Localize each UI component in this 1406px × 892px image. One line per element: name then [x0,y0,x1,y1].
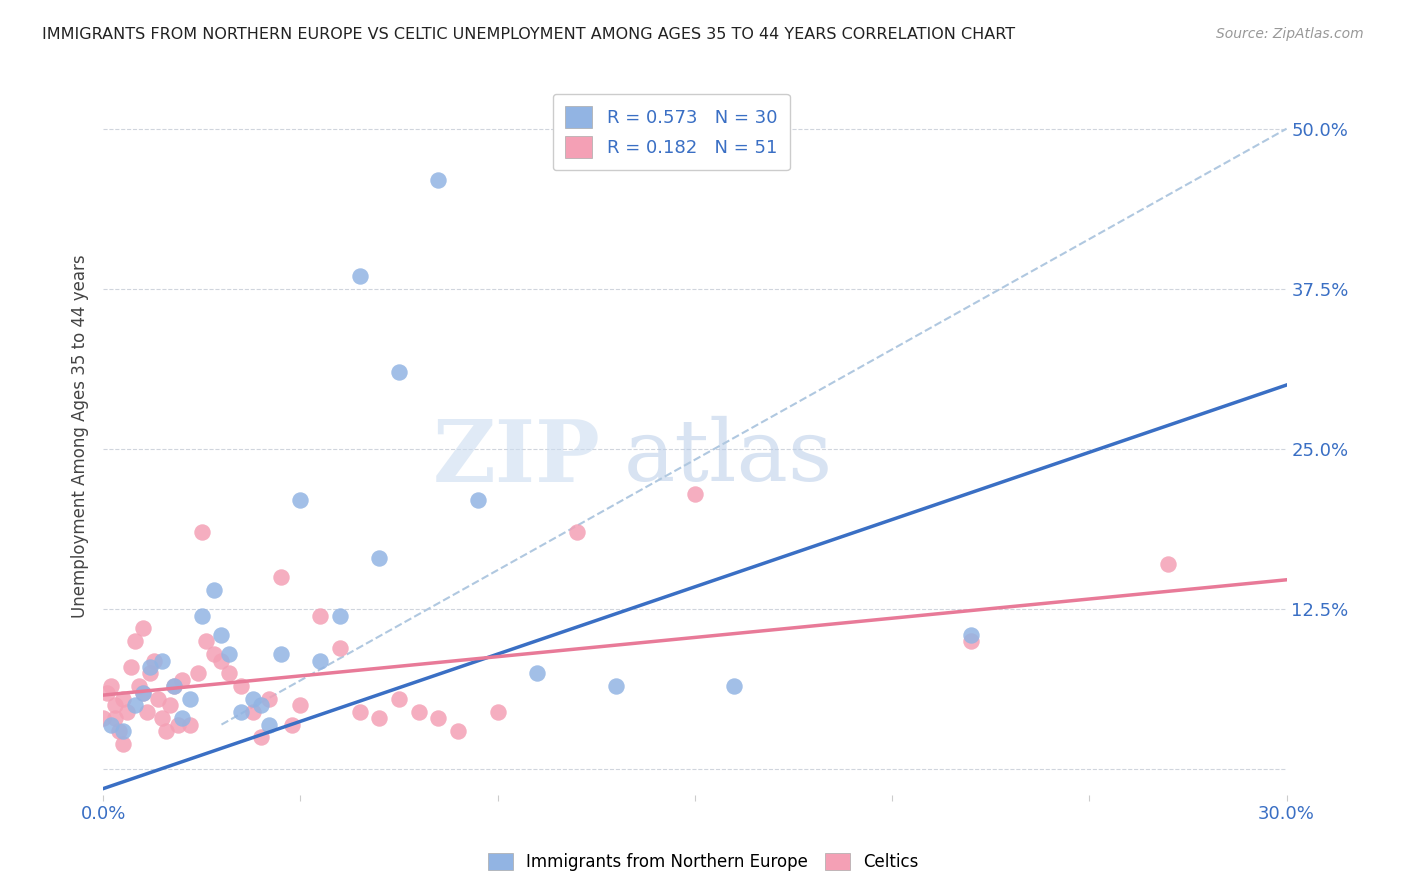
Point [211,653,233,667]
Point [218,666,240,681]
Point [155,723,177,738]
Point [167,717,190,731]
Point [290,698,312,713]
Point [202,647,225,661]
Point [388,365,411,379]
Point [486,705,509,719]
Point [388,692,411,706]
Point [100,679,122,693]
Point [111,723,134,738]
Point [190,525,212,540]
Point [179,717,201,731]
Point [723,679,745,693]
Point [202,582,225,597]
Point [565,525,588,540]
Point [124,698,146,713]
Point [111,737,134,751]
Point [159,698,181,713]
Point [148,692,170,706]
Point [124,634,146,648]
Text: Source: ZipAtlas.com: Source: ZipAtlas.com [1216,27,1364,41]
Point [128,679,150,693]
Point [231,705,253,719]
Point [257,692,280,706]
Point [270,647,292,661]
Point [605,679,627,693]
Point [349,705,371,719]
Point [170,711,193,725]
Point [100,717,122,731]
Point [427,711,450,725]
Text: atlas: atlas [624,417,832,500]
Point [427,173,450,187]
Point [150,653,173,667]
Point [242,692,264,706]
Point [190,608,212,623]
Point [257,717,280,731]
Point [187,666,209,681]
Y-axis label: Unemployment Among Ages 35 to 44 years: Unemployment Among Ages 35 to 44 years [72,254,89,618]
Point [163,679,186,693]
Text: ZIP: ZIP [433,416,600,500]
Point [218,647,240,661]
Point [1157,558,1180,572]
Point [163,679,186,693]
Point [526,666,548,681]
Point [179,692,201,706]
Point [150,711,173,725]
Legend: R = 0.573   N = 30, R = 0.182   N = 51: R = 0.573 N = 30, R = 0.182 N = 51 [553,94,790,170]
Point [960,628,983,642]
Point [108,723,131,738]
Point [467,493,489,508]
Point [309,608,332,623]
Point [447,723,470,738]
Point [139,660,162,674]
Text: IMMIGRANTS FROM NORTHERN EUROPE VS CELTIC UNEMPLOYMENT AMONG AGES 35 TO 44 YEARS: IMMIGRANTS FROM NORTHERN EUROPE VS CELTI… [42,27,1015,42]
Point [211,628,233,642]
Point [290,493,312,508]
Point [349,268,371,283]
Point [135,705,157,719]
Point [960,634,983,648]
Point [281,717,304,731]
Point [270,570,292,584]
Point [170,673,193,687]
Point [115,705,138,719]
Point [194,634,217,648]
Point [408,705,430,719]
Point [368,711,391,725]
Point [131,622,153,636]
Point [91,711,114,725]
Point [139,666,162,681]
Point [329,640,352,655]
Point [104,698,127,713]
Point [131,685,153,699]
Point [309,653,332,667]
Point [120,660,142,674]
Point [111,692,134,706]
Point [329,608,352,623]
Point [250,731,273,745]
Point [231,679,253,693]
Point [104,711,127,725]
Point [683,487,706,501]
Point [368,551,391,566]
Point [143,653,166,667]
Point [242,705,264,719]
Point [96,685,118,699]
Point [131,685,153,699]
Point [250,698,273,713]
Legend: Immigrants from Northern Europe, Celtics: Immigrants from Northern Europe, Celtics [479,845,927,880]
